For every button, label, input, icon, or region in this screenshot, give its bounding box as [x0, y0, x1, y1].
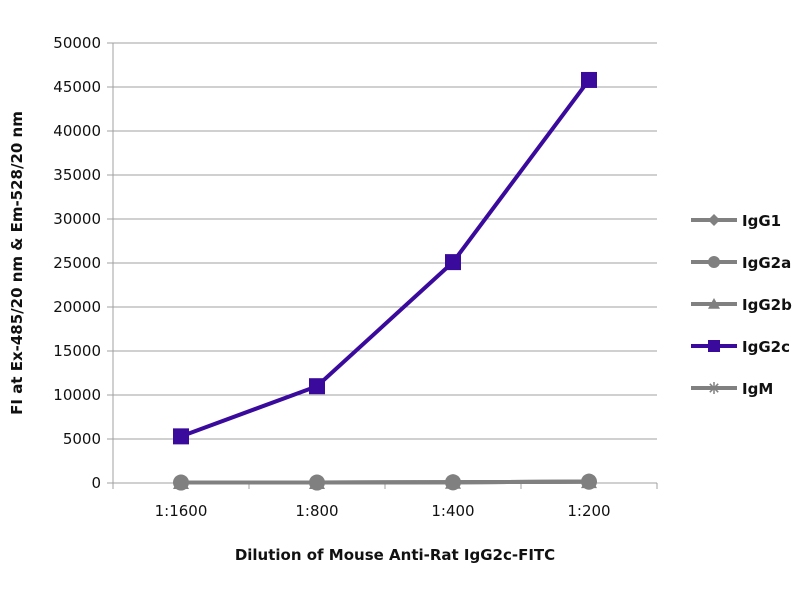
y-tick-label: 10000	[53, 386, 101, 404]
legend-label: IgM	[742, 380, 773, 398]
y-tick-label: 20000	[53, 298, 101, 316]
legend-item-IgG2c: IgG2c	[691, 338, 790, 356]
star-marker	[445, 474, 461, 491]
square-marker	[445, 254, 461, 271]
y-tick-label: 50000	[53, 34, 101, 52]
y-tick-label: 15000	[53, 342, 101, 360]
star-stroke	[174, 476, 188, 489]
square-marker	[581, 71, 597, 88]
y-tick-label: 30000	[53, 210, 101, 228]
legend-item-IgG2b: IgG2b	[691, 296, 792, 314]
x-tick-label: 1:200	[567, 502, 610, 520]
square-marker	[309, 378, 325, 395]
star-marker	[581, 473, 597, 490]
square-marker	[708, 340, 720, 352]
star-stroke	[446, 476, 460, 489]
legend-item-IgG2a: IgG2a	[691, 254, 791, 272]
x-tick-label: 1:800	[295, 502, 338, 520]
legend-label: IgG1	[742, 212, 781, 230]
circle-marker	[708, 256, 720, 268]
star-marker	[708, 382, 720, 394]
legend-item-IgG1: IgG1	[691, 212, 781, 230]
star-stroke	[582, 475, 596, 488]
x-tick-label: 1:1600	[155, 502, 208, 520]
legend-item-IgM: IgM	[691, 380, 773, 398]
y-axis-label: FI at Ex-485/20 nm & Em-528/20 nm	[8, 111, 26, 415]
star-stroke	[310, 476, 324, 489]
legend-label: IgG2b	[742, 296, 792, 314]
y-tick-label: 35000	[53, 166, 101, 184]
legend-label: IgG2c	[742, 338, 790, 356]
legend-label: IgG2a	[742, 254, 791, 272]
y-tick-label: 5000	[63, 430, 101, 448]
square-marker	[173, 428, 189, 445]
y-tick-label: 25000	[53, 254, 101, 272]
series-line-IgM	[181, 479, 590, 485]
star-marker	[173, 474, 189, 491]
star-stroke	[709, 383, 719, 393]
triangle-marker	[708, 298, 720, 309]
diamond-marker	[708, 214, 720, 226]
x-axis-label: Dilution of Mouse Anti-Rat IgG2c-FITC	[235, 546, 555, 564]
series-line-IgG2c	[180, 78, 591, 439]
y-tick-label: 0	[91, 474, 101, 492]
y-tick-label: 45000	[53, 78, 101, 96]
star-marker	[309, 474, 325, 491]
x-tick-label: 1:400	[431, 502, 474, 520]
y-tick-label: 40000	[53, 122, 101, 140]
